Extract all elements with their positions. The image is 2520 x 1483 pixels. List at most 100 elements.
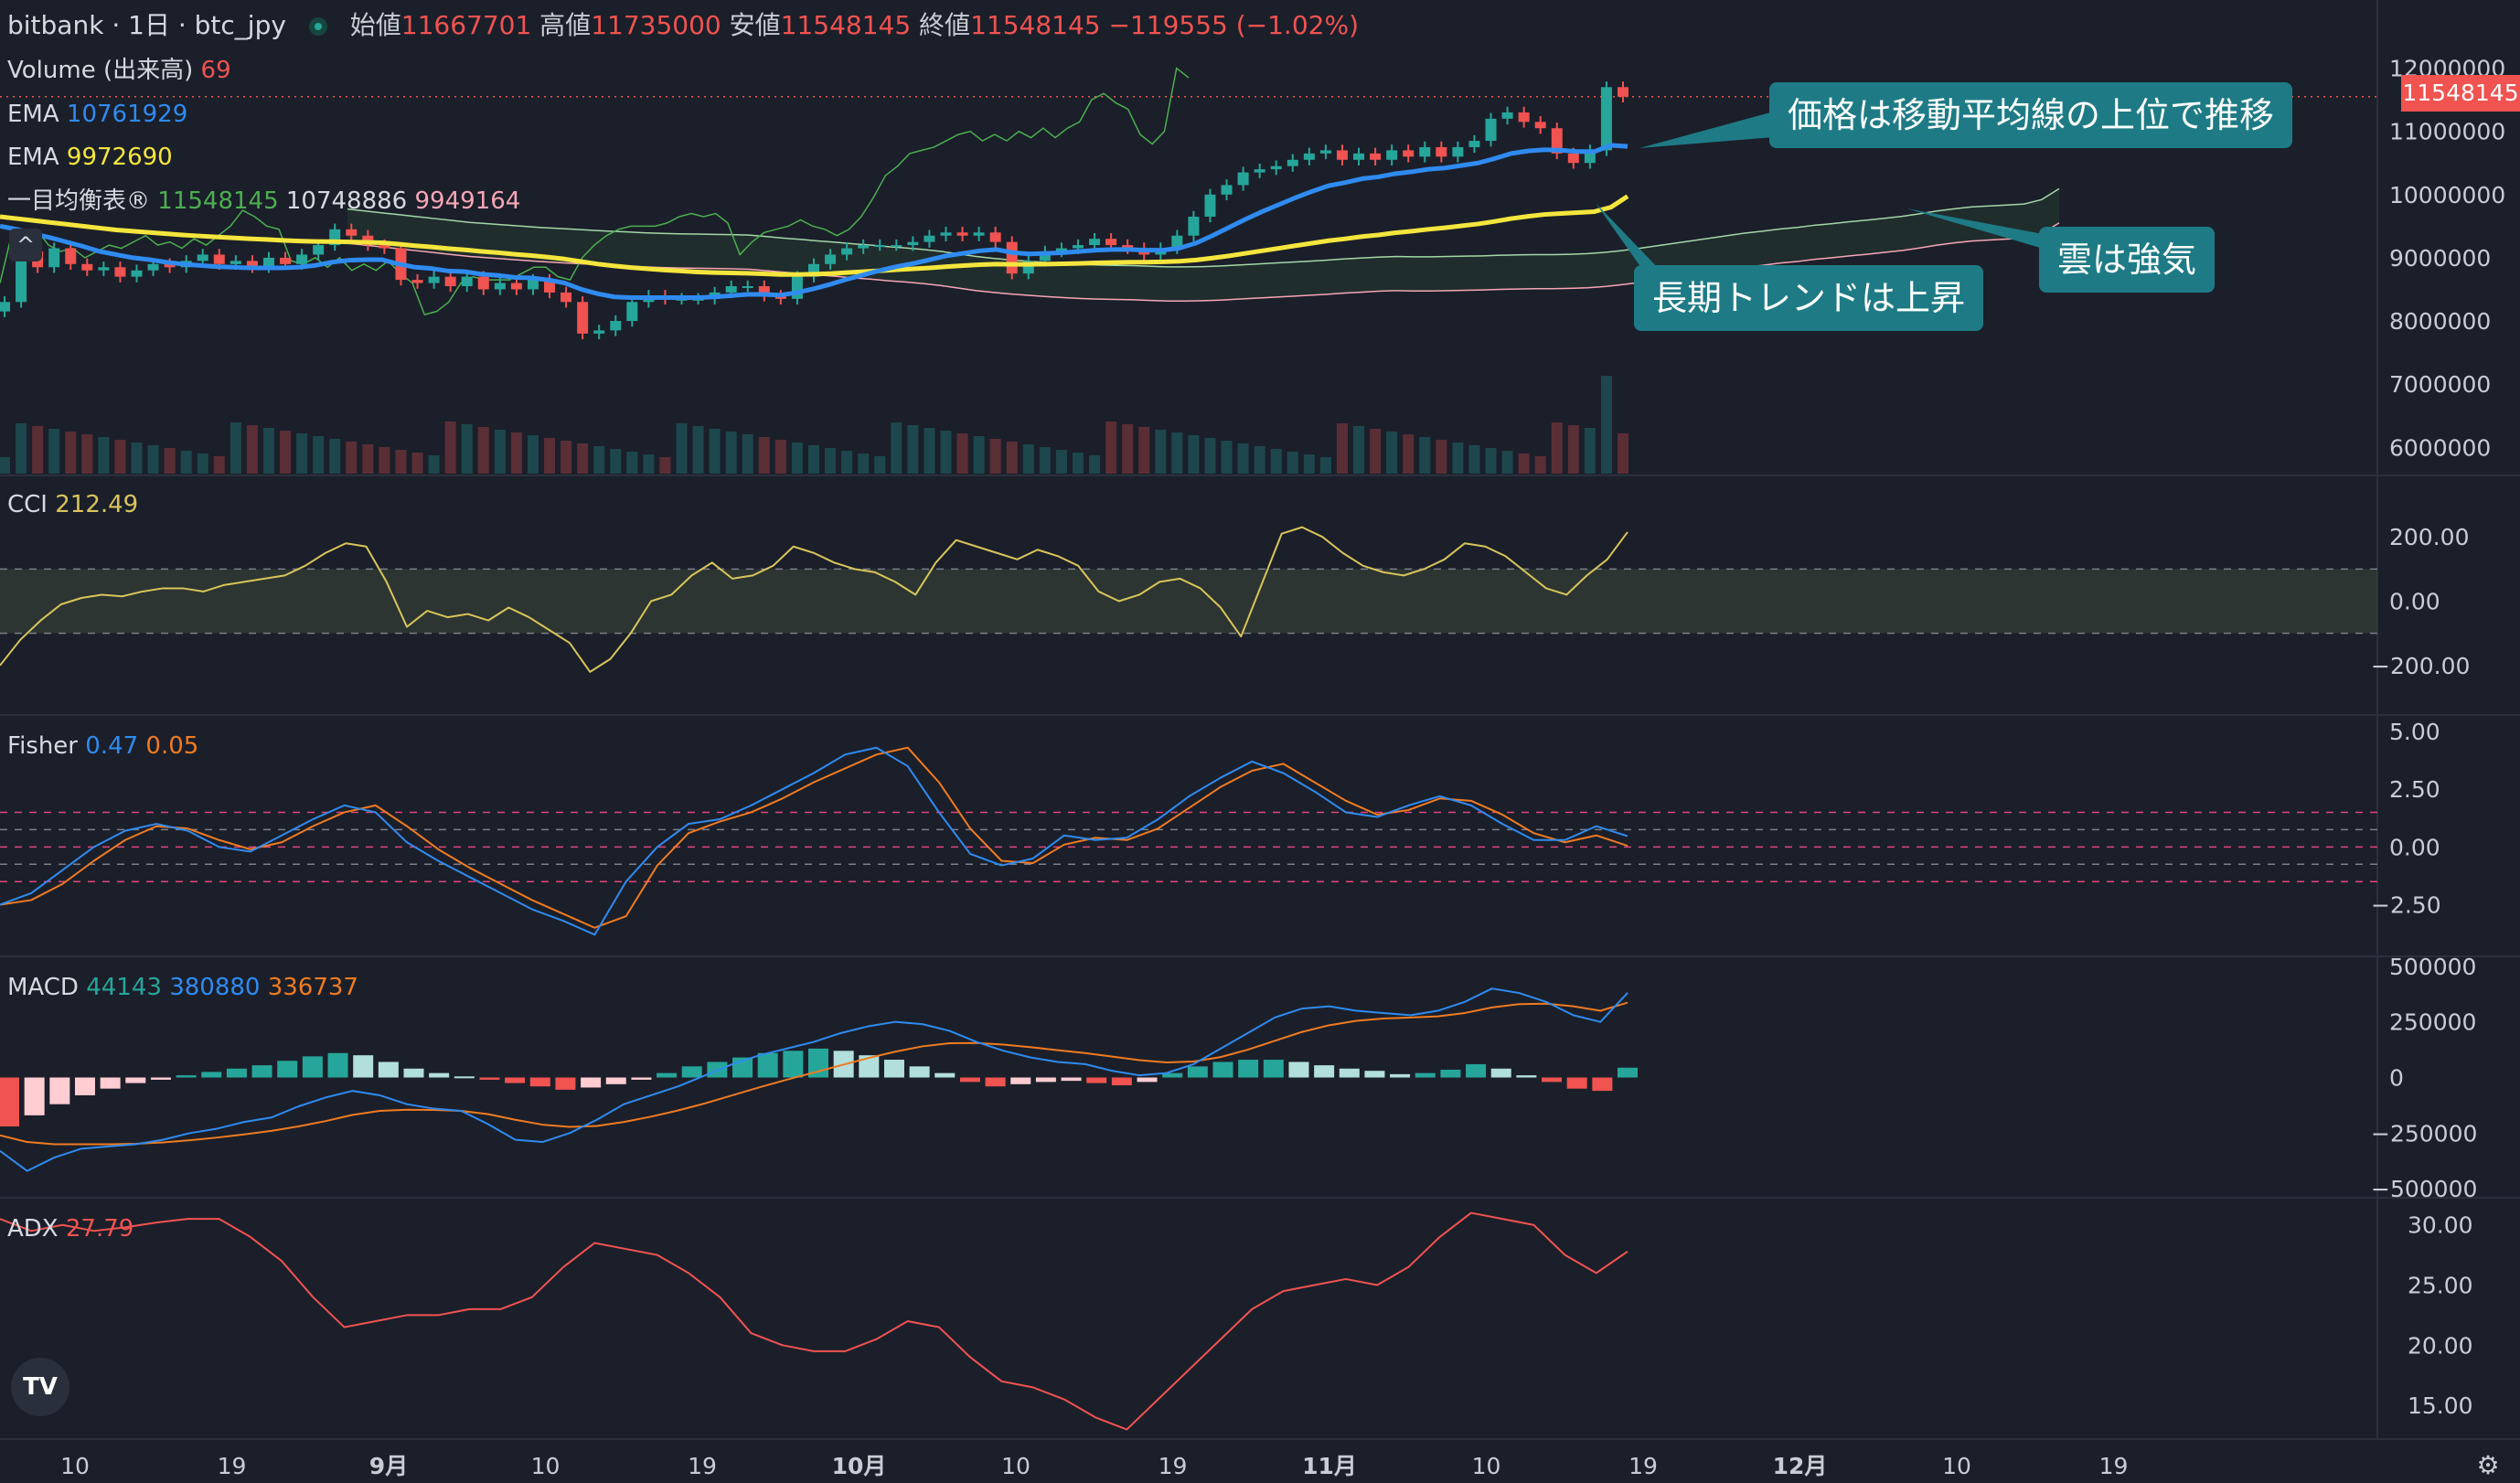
volume-bar: [1501, 451, 1513, 474]
ema-fast-line: [0, 143, 1628, 300]
macd-histogram-bar: [1466, 1063, 1487, 1078]
adx-tick-label: 30.00: [2408, 1212, 2473, 1239]
time-tick-label: 10月: [832, 1453, 887, 1479]
macd-histogram-bar: [251, 1065, 272, 1078]
volume-bar: [1188, 435, 1200, 474]
candle-body: [1006, 241, 1018, 274]
candle-body: [1452, 146, 1464, 157]
volume-bar: [758, 437, 770, 474]
candle-body: [213, 254, 225, 264]
candle-body: [561, 292, 572, 303]
volume-bar: [924, 428, 935, 474]
ema-slow-legend[interactable]: EMA 9972690: [7, 144, 173, 171]
volume-bar: [626, 452, 638, 474]
collapse-legend-button[interactable]: ^: [9, 229, 42, 261]
volume-bar: [527, 435, 539, 474]
callout-price-above-ma: 価格は移動平均線の上位で推移: [1769, 82, 2293, 148]
candle-body: [1436, 146, 1447, 157]
macd-histogram-bar: [201, 1072, 222, 1078]
candle-body: [973, 232, 985, 236]
cci-legend[interactable]: CCI 212.49: [7, 491, 138, 518]
volume-bar: [1618, 433, 1628, 474]
macd-histogram-bar: [985, 1077, 1006, 1087]
candle-body: [444, 276, 456, 287]
volume-bar: [164, 448, 176, 474]
symbol-header: bitbank · 1日 · btc_jpy 始値11667701 高値1173…: [7, 7, 1359, 44]
macd-histogram-bar: [1390, 1073, 1411, 1078]
volume-bar: [197, 453, 208, 474]
fisher-tick-label: 0.00: [2389, 834, 2440, 860]
macd-histogram-bar: [1212, 1062, 1233, 1078]
cci-tick-label: −200.00: [2371, 653, 2470, 679]
candle-body: [65, 248, 77, 264]
macd-histogram-bar: [1061, 1077, 1082, 1082]
last-price-tag: 11548145: [2401, 75, 2520, 112]
macd-tick-label: 250000: [2389, 1009, 2476, 1036]
ichimoku-span-a: [347, 187, 2060, 268]
volume-label: Volume (出来高): [7, 57, 194, 84]
candle-body: [1237, 172, 1249, 186]
candle-body: [16, 251, 27, 303]
ema-fast-legend[interactable]: EMA 10761929: [7, 101, 187, 128]
candle-body: [1386, 150, 1398, 160]
callout-pointer: [1906, 208, 2053, 251]
volume-bar: [1006, 442, 1018, 474]
macd-histogram-bar: [1187, 1066, 1208, 1078]
tradingview-logo[interactable]: TV: [11, 1358, 69, 1416]
macd-histogram-bar: [1339, 1068, 1360, 1078]
macd-histogram-bar: [657, 1072, 678, 1078]
volume-bar: [1551, 422, 1563, 474]
gear-icon[interactable]: ⚙: [2476, 1450, 2500, 1480]
ichimoku-value-2: 10748886: [285, 187, 408, 215]
macd-histogram-bar: [100, 1077, 121, 1089]
candle-body: [230, 261, 241, 264]
ichimoku-legend[interactable]: 一目均衡表® 11548145 10748886 9949164: [7, 187, 520, 215]
candle-body: [98, 267, 110, 271]
volume-bar: [213, 456, 225, 474]
volume-bar: [1072, 453, 1084, 474]
candle-body: [296, 254, 308, 264]
cci-tick-label: 0.00: [2389, 589, 2440, 615]
candle-body: [577, 302, 589, 334]
macd-histogram-bar: [479, 1077, 500, 1080]
candle-body: [544, 280, 556, 293]
fisher-legend[interactable]: Fisher 0.47 0.05: [7, 732, 198, 760]
candle-body: [48, 248, 60, 268]
macd-histogram-bar: [1542, 1077, 1563, 1083]
macd-legend[interactable]: MACD 44143 380880 336737: [7, 974, 358, 1001]
volume-bar: [825, 448, 837, 474]
volume-bar: [1303, 454, 1315, 474]
adx-legend[interactable]: ADX 27.79: [7, 1215, 133, 1243]
candle-body: [1567, 153, 1579, 164]
fisher-label: Fisher: [7, 732, 78, 760]
macd-histogram-bar: [1415, 1072, 1436, 1078]
ichimoku-value-1: 11548145: [157, 187, 279, 215]
candle-body: [907, 241, 919, 246]
volume-bar: [1287, 452, 1298, 474]
cci-value: 212.49: [55, 491, 139, 518]
volume-bar: [858, 453, 870, 474]
price-tick-label: 7000000: [2389, 371, 2491, 398]
cci-band: [0, 569, 2377, 634]
macd-histogram-bar: [150, 1077, 171, 1080]
macd-histogram-bar: [1238, 1060, 1259, 1078]
candle-body: [1287, 159, 1298, 166]
candle-body: [1089, 239, 1101, 246]
candle-body: [1270, 165, 1282, 170]
volume-bar: [494, 430, 506, 474]
volume-bar: [65, 432, 77, 474]
candle-body: [791, 276, 803, 299]
price-tick-label: 11000000: [2389, 119, 2505, 145]
volume-legend[interactable]: Volume (出来高) 69: [7, 57, 231, 84]
candle-body: [1336, 150, 1348, 160]
symbol-title[interactable]: bitbank · 1日 · btc_jpy: [7, 10, 286, 40]
ema-slow-value: 9972690: [66, 144, 173, 171]
time-tick-label: 10: [60, 1453, 90, 1479]
candle-body: [81, 263, 93, 271]
candle-body: [1254, 169, 1265, 173]
candle-body: [164, 263, 176, 268]
volume-bar: [742, 434, 753, 474]
macd-histogram-bar: [757, 1052, 778, 1078]
volume-bar: [1204, 438, 1216, 474]
